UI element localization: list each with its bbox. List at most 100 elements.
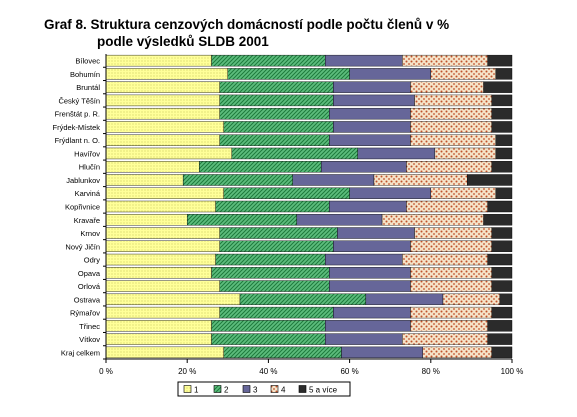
y-tick-label: Bohumín bbox=[70, 70, 100, 79]
bar-segment-Bruntál-series-2 bbox=[219, 81, 334, 93]
bar-segment-Vítkov-series-3 bbox=[325, 333, 403, 345]
bar-segment-Havířov-series-4 bbox=[434, 147, 496, 160]
bar-segment-Kraj celkem-series-4 bbox=[422, 346, 492, 359]
bar-segment-Karviná-series-4 bbox=[430, 187, 496, 199]
bar-segment-Frenštát p. R.-series-2 bbox=[219, 107, 330, 120]
bar-segment-Bruntál-series-5 a více bbox=[483, 81, 513, 93]
bar-segment-Kopřivnice-series-2 bbox=[215, 200, 330, 213]
bar-segment-Bohumín-series-3 bbox=[349, 68, 432, 80]
bar-segment-Karviná-series-2 bbox=[223, 187, 350, 199]
bar-segment-Odry-series-3 bbox=[325, 253, 403, 266]
bar-segment-Třinec-series-1 bbox=[105, 320, 212, 332]
y-tick-label: Opava bbox=[78, 269, 101, 278]
x-tick-label: 40 % bbox=[259, 367, 277, 376]
bar-segment-Krnov-series-4 bbox=[414, 227, 492, 239]
x-tick-label: 20 % bbox=[178, 367, 196, 376]
bar-segment-Opava-series-1 bbox=[105, 267, 212, 279]
bar-segment-Frýdlant n. O.-series-1 bbox=[105, 134, 220, 146]
bar-segment-Jablunkov-series-4 bbox=[373, 174, 468, 186]
bar-segment-Odry-series-5 a více bbox=[487, 253, 513, 266]
legend-swatch-2 bbox=[213, 385, 222, 393]
bar-segment-Rýmařov-series-3 bbox=[333, 306, 411, 319]
bar-segment-Jablunkov-series-2 bbox=[182, 174, 293, 186]
bar-segment-Vítkov-series-5 a více bbox=[487, 333, 513, 345]
bar-segment-Frýdlant n. O.-series-3 bbox=[329, 134, 411, 146]
bar-segment-Bruntál-series-3 bbox=[333, 81, 411, 93]
bar-segment-Havířov-series-2 bbox=[231, 147, 358, 160]
bar-segment-Bohumín-series-1 bbox=[105, 68, 229, 80]
x-tick-label: 80 % bbox=[422, 367, 440, 376]
bar-segment-Orlová-series-4 bbox=[410, 280, 492, 292]
bar-segment-Český Těšín-series-4 bbox=[414, 94, 492, 107]
bar-segment-Kravaře-series-5 a více bbox=[483, 214, 513, 226]
bar-segment-Orlová-series-2 bbox=[219, 280, 330, 292]
legend-swatch-5 a více bbox=[298, 385, 307, 393]
bar-segment-Frýdek-Místek-series-3 bbox=[333, 121, 411, 133]
bar-segment-Opava-series-4 bbox=[410, 267, 492, 279]
bar-segment-Vítkov-series-1 bbox=[105, 333, 212, 345]
bar-segment-Frenštát p. R.-series-5 a více bbox=[491, 107, 513, 120]
y-tick-label: Kraj celkem bbox=[61, 348, 100, 357]
y-tick-label: Karviná bbox=[75, 189, 101, 198]
y-tick-label: Havířov bbox=[74, 149, 100, 158]
y-tick-label: Kravaře bbox=[74, 216, 100, 225]
bar-segment-Odry-series-2 bbox=[215, 253, 326, 266]
bar-segment-Hlučín-series-2 bbox=[199, 161, 322, 173]
x-tick-label: 60 % bbox=[340, 367, 358, 376]
y-tick-label: Nový Jičín bbox=[65, 242, 100, 251]
bar-segment-Kraj celkem-series-2 bbox=[223, 346, 342, 359]
bar-segment-Kraj celkem-series-3 bbox=[341, 346, 423, 359]
y-tick-label: Frenštát p. R. bbox=[55, 110, 100, 119]
bar-segment-Třinec-series-3 bbox=[325, 320, 411, 332]
y-tick-label: Frýdlant n. O. bbox=[55, 136, 100, 145]
bar-segment-Hlučín-series-5 a více bbox=[491, 161, 513, 173]
bar-segment-Nový Jičín-series-4 bbox=[410, 240, 492, 252]
legend-swatch-4 bbox=[270, 385, 279, 393]
bar-segment-Kopřivnice-series-5 a více bbox=[487, 200, 513, 213]
y-tick-label: Bílovec bbox=[75, 57, 100, 66]
legend-layer: 1 2 3 4 5 a více bbox=[177, 381, 351, 397]
bar-segment-Třinec-series-2 bbox=[211, 320, 326, 332]
bar-segment-Nový Jičín-series-5 a více bbox=[491, 240, 513, 252]
bar-segment-Kraj celkem-series-5 a více bbox=[491, 346, 513, 359]
bar-segment-Bruntál-series-4 bbox=[410, 81, 484, 93]
bar-segment-Kopřivnice-series-4 bbox=[406, 200, 488, 213]
bar-segment-Frýdek-Místek-series-5 a více bbox=[491, 121, 513, 133]
bar-segment-Rýmařov-series-2 bbox=[219, 306, 334, 319]
bar-segment-Bílovec-series-2 bbox=[211, 54, 326, 67]
bar-segment-Bohumín-series-2 bbox=[227, 68, 350, 80]
legend-label-5 a více: 5 a více bbox=[309, 386, 338, 395]
bar-segment-Kravaře-series-3 bbox=[296, 214, 383, 226]
y-tick-label: Ostrava bbox=[74, 295, 101, 304]
bar-segment-Jablunkov-series-5 a více bbox=[467, 174, 513, 186]
bar-segment-Orlová-series-1 bbox=[105, 280, 220, 292]
y-tick-label: Frýdek-Místek bbox=[52, 123, 100, 132]
bar-segment-Rýmařov-series-1 bbox=[105, 306, 220, 319]
bar-segment-Ostrava-series-5 a více bbox=[499, 293, 513, 306]
legend-swatch-1 bbox=[183, 385, 192, 393]
bar-segment-Hlučín-series-4 bbox=[406, 161, 492, 173]
bar-segment-Havířov-series-5 a více bbox=[495, 147, 513, 160]
bar-segment-Kopřivnice-series-3 bbox=[329, 200, 407, 213]
y-tick-label: Kopřivnice bbox=[65, 203, 100, 212]
bar-segment-Karviná-series-5 a více bbox=[495, 187, 513, 199]
bar-segment-Frýdlant n. O.-series-4 bbox=[410, 134, 496, 146]
bar-segment-Frýdlant n. O.-series-2 bbox=[219, 134, 330, 146]
bar-segment-Ostrava-series-4 bbox=[442, 293, 501, 306]
bar-segment-Opava-series-2 bbox=[211, 267, 330, 279]
bar-segment-Bohumín-series-4 bbox=[430, 68, 496, 80]
bar-segment-Hlučín-series-3 bbox=[320, 161, 407, 173]
bar-segment-Ostrava-series-3 bbox=[365, 293, 444, 306]
bar-segment-Jablunkov-series-3 bbox=[292, 174, 375, 186]
bar-segment-Bruntál-series-1 bbox=[105, 81, 220, 93]
bar-segment-Třinec-series-5 a více bbox=[487, 320, 513, 332]
legend-label-4: 4 bbox=[281, 386, 286, 395]
legend-swatch-3 bbox=[242, 385, 251, 393]
bar-segment-Ostrava-series-2 bbox=[239, 293, 367, 306]
bar-segment-Frýdek-Místek-series-2 bbox=[223, 121, 334, 133]
y-tick-label: Vítkov bbox=[79, 335, 100, 344]
bar-segment-Nový Jičín-series-3 bbox=[333, 240, 411, 252]
y-tick-label: Český Těšín bbox=[58, 96, 100, 105]
